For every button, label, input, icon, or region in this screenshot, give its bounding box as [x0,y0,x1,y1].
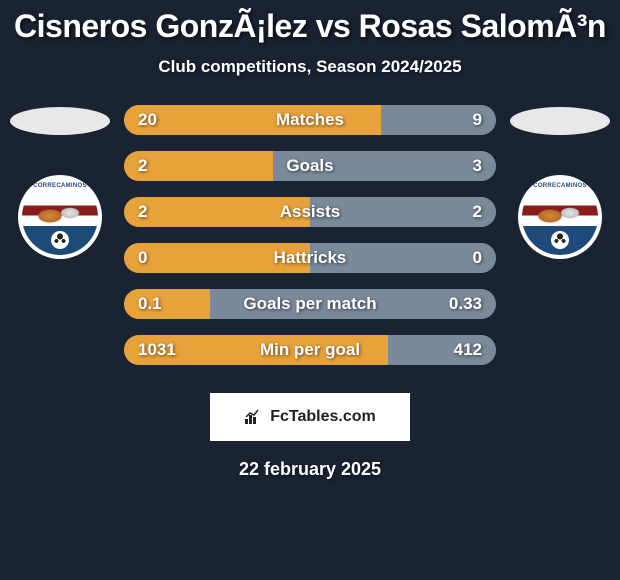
right-player-col: CORRECAMINOS [510,105,610,259]
stat-value-left: 0.1 [138,289,162,319]
stat-bar: Hattricks0 0 [124,243,496,273]
stat-label: Goals per match [124,289,496,319]
stat-value-left: 20 [138,105,157,135]
club-bird-icon [535,201,585,231]
stat-label: Goals [124,151,496,181]
comparison-row: CORRECAMINOS Matches209Goals23Assists22H… [0,105,620,381]
stat-bar: Assists2 2 [124,197,496,227]
stat-value-right: 412 [454,335,482,365]
stat-value-left: 1031 [138,335,176,365]
stat-label: Hattricks [124,243,496,273]
attribution-text: FcTables.com [270,408,376,426]
stat-value-right: 2 [473,197,482,227]
club-bird-icon [35,201,85,231]
right-club-badge: CORRECAMINOS [518,175,602,259]
stat-label: Min per goal [124,335,496,365]
subtitle: Club competitions, Season 2024/2025 [0,57,620,77]
stat-value-left: 2 [138,151,147,181]
stat-bar: Goals2 3 [124,151,496,181]
stat-value-right: 0.33 [449,289,482,319]
stat-bar: Matches20 9 [124,105,496,135]
stat-value-left: 0 [138,243,147,273]
stat-bar: Goals per match0.1 0.33 [124,289,496,319]
club-ball-icon [551,231,569,249]
date-text: 22 february 2025 [0,459,620,480]
club-ball-icon [51,231,69,249]
stat-bar: Min per goal1031 412 [124,335,496,365]
right-club-name: CORRECAMINOS [522,183,598,189]
right-player-avatar [510,107,610,135]
left-player-avatar [10,107,110,135]
stat-label: Matches [124,105,496,135]
stat-bars: Matches209Goals23Assists22Hattricks00Goa… [110,105,510,381]
attribution-badge: FcTables.com [210,393,410,441]
left-club-name: CORRECAMINOS [22,183,98,189]
stat-value-right: 9 [473,105,482,135]
left-player-col: CORRECAMINOS [10,105,110,259]
stat-value-right: 0 [473,243,482,273]
stat-value-left: 2 [138,197,147,227]
left-club-badge: CORRECAMINOS [18,175,102,259]
chart-icon [244,409,264,425]
page-title: Cisneros GonzÃ¡lez vs Rosas SalomÃ³n [0,8,620,45]
stat-value-right: 3 [473,151,482,181]
stat-label: Assists [124,197,496,227]
